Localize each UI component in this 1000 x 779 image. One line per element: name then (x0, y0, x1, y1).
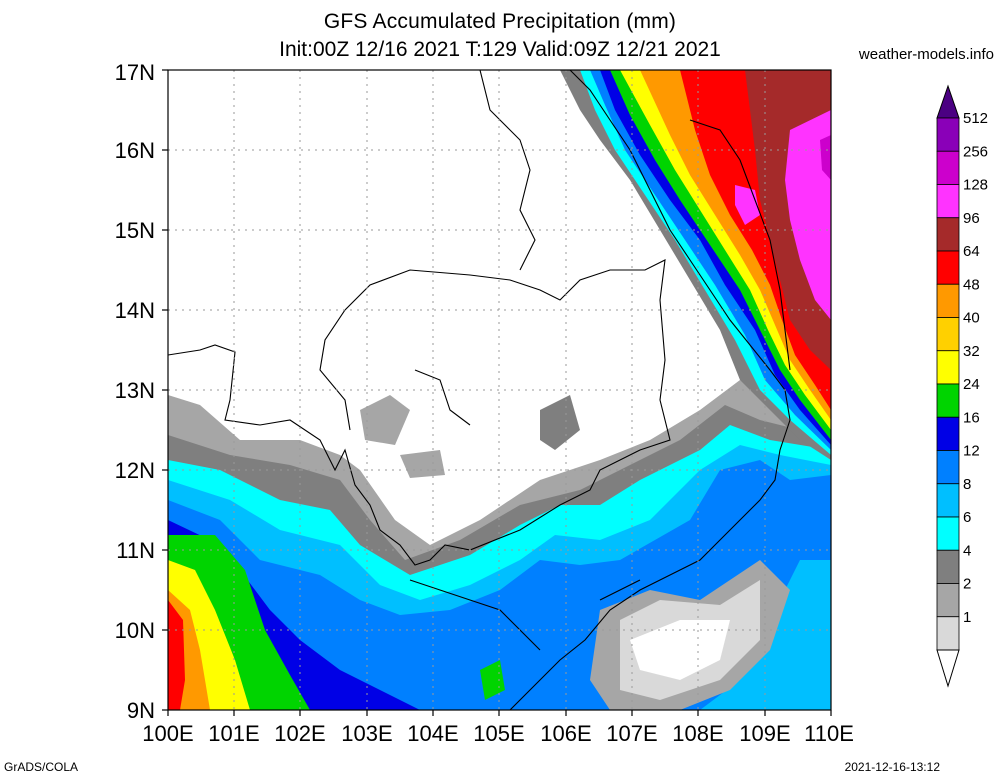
x-tick-label: 110E (804, 721, 854, 746)
legend-label: 96 (963, 210, 980, 227)
init-valid-text: Init:00Z 12/16 2021 T:129 Valid:09Z 12/2… (279, 38, 721, 61)
legend-swatch (936, 450, 960, 485)
y-tick-label: 16N (115, 138, 155, 163)
legend-bottom-arrow (936, 649, 960, 688)
legend-label: 24 (963, 376, 980, 393)
legend-label: 32 (963, 343, 980, 360)
legend-swatch (936, 383, 960, 418)
legend-label: 64 (963, 243, 980, 260)
legend-label: 2 (963, 576, 971, 593)
y-tick-label: 12N (115, 458, 155, 483)
chart-subtitle: Init:00Z 12/16 2021 T:129 Valid:09Z 12/2… (0, 38, 1000, 62)
legend-label: 512 (963, 110, 988, 127)
y-tick-label: 15N (115, 218, 155, 243)
x-tick-label: 109E (739, 721, 790, 746)
x-tick-label: 100E (142, 721, 193, 746)
x-tick-label: 103E (341, 721, 392, 746)
x-tick-label: 107E (606, 721, 657, 746)
legend-swatch (936, 549, 960, 584)
legend-label: 4 (963, 542, 971, 559)
legend-label: 1 (963, 609, 971, 626)
y-tick-label: 11N (116, 538, 155, 563)
legend-swatch (936, 483, 960, 518)
legend-swatch (936, 283, 960, 318)
grid-lines (168, 70, 831, 710)
coastlines (168, 70, 791, 710)
legend-swatch (936, 117, 960, 152)
legend-top-arrow (936, 84, 960, 119)
y-tick-label: 10N (115, 618, 155, 643)
x-tick-label: 102E (274, 721, 325, 746)
legend-swatch (936, 250, 960, 285)
legend-swatch (936, 317, 960, 352)
legend-label: 12 (963, 443, 980, 460)
timestamp: 2021-12-16-13:12 (844, 760, 940, 774)
y-tick-label: 17N (115, 60, 155, 85)
x-tick-label: 101E (208, 721, 259, 746)
legend-swatch (936, 416, 960, 451)
y-tick-label: 14N (115, 298, 155, 323)
legend-label: 6 (963, 509, 971, 526)
y-tick-label: 9N (127, 698, 155, 723)
x-tick-label: 108E (672, 721, 723, 746)
x-tick-label: 105E (473, 721, 524, 746)
legend-swatch (936, 184, 960, 219)
legend-swatch (936, 516, 960, 551)
x-tick-label: 104E (407, 721, 458, 746)
legend-label: 8 (963, 476, 971, 493)
legend-label: 16 (963, 409, 980, 426)
x-tick-label: 106E (540, 721, 591, 746)
legend-label: 256 (963, 143, 988, 160)
legend-swatch (936, 150, 960, 185)
credit-text: weather-models.info (858, 46, 994, 63)
legend-label: 128 (963, 177, 988, 194)
chart-title: GFS Accumulated Precipitation (mm) (323, 10, 677, 33)
legend-swatch (936, 350, 960, 385)
y-tick-label: 13N (115, 378, 155, 403)
legend-swatch (936, 583, 960, 618)
legend-label: 40 (963, 310, 980, 327)
axis-ticks (162, 69, 832, 716)
legend-label: 48 (963, 276, 980, 293)
legend-swatch (936, 616, 960, 651)
legend-swatch (936, 217, 960, 252)
software-credit: GrADS/COLA (4, 760, 79, 774)
precip-field (168, 70, 831, 710)
